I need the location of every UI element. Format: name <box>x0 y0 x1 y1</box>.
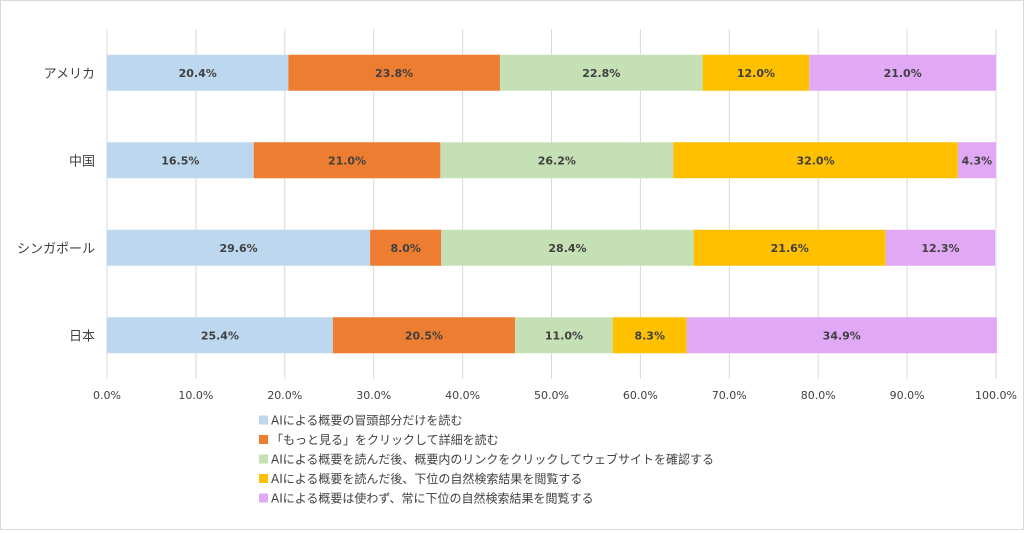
y-category-label: シンガポール <box>17 242 95 257</box>
bar-segment <box>673 142 958 179</box>
bar-segment <box>253 142 441 179</box>
x-tick-label: 70.0% <box>712 389 747 402</box>
bar-segment <box>332 317 516 354</box>
legend-swatch <box>259 493 268 503</box>
x-tick-label: 100.0% <box>975 389 1017 402</box>
legend-label: AIによる概要の冒頭部分だけを読む <box>271 413 462 428</box>
data-label: 21.6% <box>771 242 809 255</box>
data-label: 34.9% <box>823 329 861 342</box>
data-label: 20.4% <box>179 67 217 80</box>
bar-segment <box>702 54 810 91</box>
bar-segment <box>107 229 371 266</box>
legend-swatch <box>259 435 268 444</box>
data-label: 16.5% <box>161 154 199 167</box>
x-tick-label: 60.0% <box>623 389 658 402</box>
y-category-label: 日本 <box>69 329 95 344</box>
bar-segment <box>107 54 289 91</box>
legend-label: AIによる概要を読んだ後、下位の自然検索結果を閲覧する <box>271 471 582 486</box>
bar-segment <box>957 142 996 179</box>
data-label: 32.0% <box>796 154 834 167</box>
data-label: 12.3% <box>921 242 959 255</box>
legend-label: 「もっと見る」をクリックして詳細を読む <box>271 432 499 447</box>
data-label: 26.2% <box>538 154 576 167</box>
bar-segment <box>370 229 442 266</box>
data-label: 28.4% <box>548 242 586 255</box>
x-tick-label: 90.0% <box>890 389 925 402</box>
bar-segment <box>107 317 333 354</box>
x-tick-label: 30.0% <box>356 389 391 402</box>
bar-segment <box>107 142 254 179</box>
y-category-label: 中国 <box>69 154 95 169</box>
bar-segment <box>441 229 694 266</box>
data-label: 21.0% <box>328 154 366 167</box>
y-category-label: アメリカ <box>44 67 95 82</box>
x-tick-label: 10.0% <box>178 389 213 402</box>
data-label: 20.5% <box>405 329 443 342</box>
data-labels: 20.4% 23.8% 22.8% 12.0% 21.0% 16.5% 21.0% 26.2%… <box>161 67 992 343</box>
legend: AIによる概要の冒頭部分だけを読む「もっと見る」をクリックして詳細を読む AIによ… <box>259 413 714 506</box>
bar-segment <box>686 317 997 354</box>
x-tick-label: 80.0% <box>801 389 836 402</box>
x-axis-tick-labels: 0.0% 10.0% 20.0% 30.0% 40.0% 50.0% 60.0% 70.0% 8… <box>93 389 1017 402</box>
x-tick-label: 40.0% <box>445 389 480 402</box>
x-tick-label: 50.0% <box>534 389 569 402</box>
x-tick-label: 0.0% <box>93 389 121 402</box>
x-tick-label: 20.0% <box>267 389 302 402</box>
legend-swatch <box>259 454 268 464</box>
legend-label: AIによる概要を読んだ後、概要内のリンクをクリックしてウェブサイトを確認する <box>271 452 714 467</box>
bar-segment <box>515 317 613 354</box>
legend-swatch <box>259 474 268 483</box>
bar-segment <box>885 229 996 266</box>
data-label: 25.4% <box>201 329 239 342</box>
bar-segment <box>288 54 500 91</box>
data-label: 4.3% <box>962 154 993 167</box>
data-label: 29.6% <box>219 242 257 255</box>
bar-segment <box>440 142 674 179</box>
bar-segment <box>612 317 687 354</box>
data-label: 22.8% <box>582 67 620 80</box>
bar-segment <box>499 54 703 91</box>
data-label: 23.8% <box>375 67 413 80</box>
data-label: 8.3% <box>634 329 665 342</box>
legend-label: AIによる概要は使わず、常に下位の自然検索結果を閲覧する <box>271 491 594 506</box>
data-label: 11.0% <box>545 329 583 342</box>
bar-segment <box>693 229 886 266</box>
bar-segment <box>809 54 996 91</box>
data-label: 8.0% <box>390 242 421 255</box>
data-label: 21.0% <box>884 67 922 80</box>
bars <box>107 54 997 354</box>
legend-swatch <box>259 415 268 425</box>
data-label: 12.0% <box>737 67 775 80</box>
